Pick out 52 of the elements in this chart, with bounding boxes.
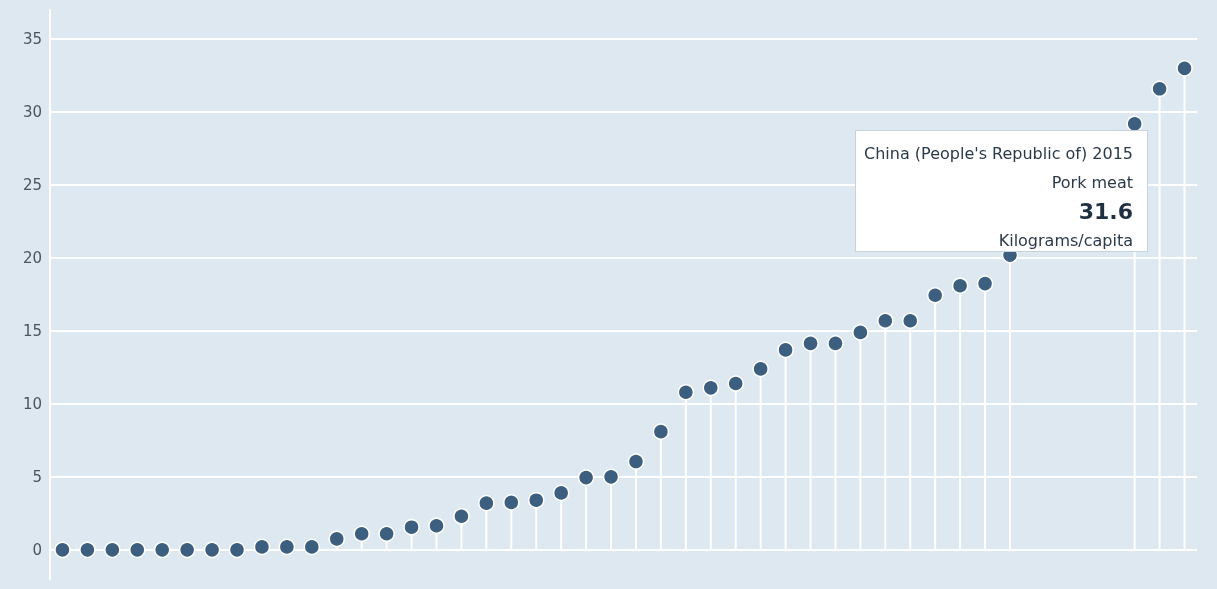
- annotation: Kilograms/capita: [997, 230, 1133, 252]
- point: [902, 312, 919, 330]
- point: [777, 341, 794, 359]
- y-tick-label: 15: [22, 321, 42, 340]
- point: [827, 335, 844, 352]
- y-tick-label: 5: [32, 467, 42, 486]
- point: [802, 335, 819, 352]
- point: [178, 541, 196, 559]
- point: [503, 494, 520, 511]
- point: [328, 530, 345, 548]
- point: [129, 541, 146, 559]
- point: [203, 541, 221, 559]
- point: [727, 375, 744, 392]
- point: [303, 538, 321, 556]
- point: [378, 525, 395, 543]
- point: [153, 541, 171, 559]
- point: [976, 275, 994, 292]
- y-tick-label: 35: [22, 30, 42, 49]
- y-tick-label: 25: [22, 176, 42, 195]
- y-tick-label: 0: [32, 540, 42, 559]
- point: [752, 360, 769, 378]
- point: [926, 286, 944, 304]
- point: [527, 491, 545, 509]
- point: [403, 518, 420, 536]
- annotation: Pork meat: [1050, 172, 1133, 194]
- point: [353, 525, 370, 543]
- point: [852, 324, 869, 341]
- point: [228, 541, 246, 559]
- point: [104, 541, 121, 559]
- point: [478, 494, 495, 512]
- point: [577, 469, 595, 486]
- annotation: China (People's Republic of) 2015: [863, 143, 1133, 165]
- point: [79, 541, 96, 559]
- point: [627, 453, 645, 470]
- point: [951, 277, 969, 294]
- point: [253, 538, 271, 556]
- point: [602, 468, 620, 486]
- point: [1151, 80, 1168, 98]
- point: [278, 538, 296, 556]
- point: [1176, 60, 1193, 77]
- point: [877, 312, 894, 330]
- point: [652, 423, 670, 440]
- annotation: 31.6: [1077, 198, 1133, 226]
- point: [54, 541, 71, 559]
- y-tick-label: 10: [22, 394, 42, 413]
- point: [453, 508, 470, 525]
- point: [677, 384, 695, 401]
- point: [428, 517, 445, 534]
- y-tick-label: 30: [22, 103, 42, 122]
- point: [552, 484, 570, 502]
- y-tick-label: 20: [22, 249, 42, 268]
- point: [702, 379, 720, 397]
